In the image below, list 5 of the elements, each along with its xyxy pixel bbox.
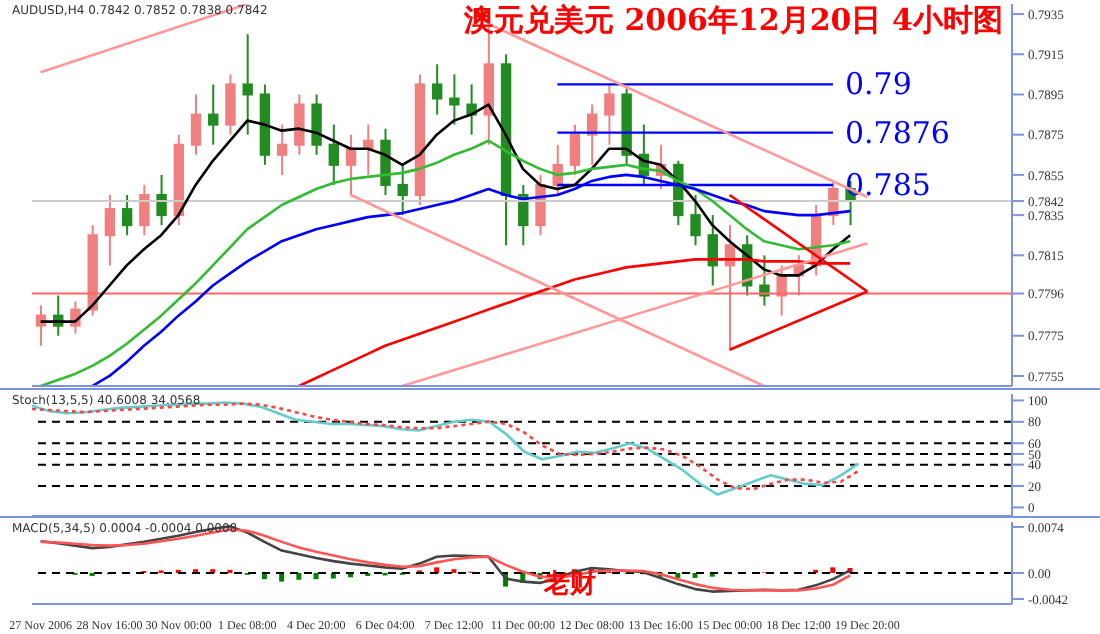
- chart-title: 澳元兑美元 2006年12月20日 4小时图: [464, 2, 1003, 40]
- ref-line-label: 0.79: [844, 66, 912, 103]
- ref-line-label: 0.785: [844, 166, 931, 203]
- ref-line-label: 0.7876: [844, 114, 950, 151]
- annotation: 老财: [544, 568, 596, 602]
